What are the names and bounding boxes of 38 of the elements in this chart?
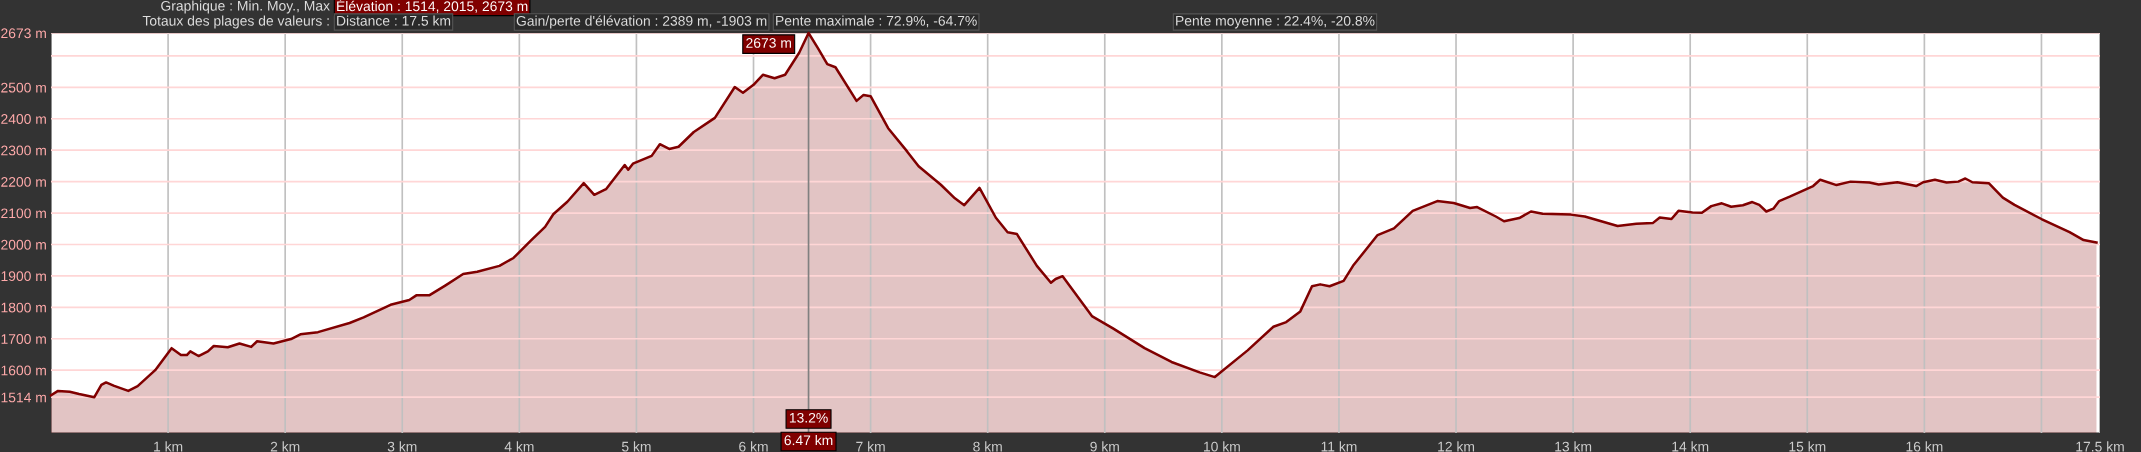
y-tick-label: 2000 m [1,239,46,250]
x-tick-label: 11 km [1321,441,1357,452]
text: Distance : 17.5 km [337,15,451,26]
y-tick-label: 2300 m [1,145,46,156]
x-tick-label: 12 km [1438,441,1475,452]
text: Pente maximale : 72.9%, -64.7% [776,15,977,28]
x-tick-label: 2 km [270,441,300,452]
x-tick-label: 4 km [504,441,534,452]
y-tick-label: 1800 m [1,302,46,313]
x-tick-label: 14 km [1672,441,1709,452]
y-tick-label: 1900 m [1,271,46,282]
chart-title: Graphique : Min. Moy., Max [161,0,330,14]
y-tick-label: 1514 m [1,392,46,403]
x-tick-label: 16 km [1906,441,1943,452]
text: Gain/perte d'élévation : 2389 m, -1903 m [516,15,767,29]
x-tick-label: 6 km [739,441,768,452]
annotation: 2673 m [746,38,791,48]
x-tick-label: 13 km [1555,441,1592,452]
y-tick-label: 1600 m [1,365,46,376]
x-tick-label: 8 km [973,441,1002,452]
x-tick-label: 17.5 km [2076,441,2124,452]
x-tick-label: 1 km [154,441,183,452]
x-tick-label: 15 km [1789,441,1826,452]
y-tick-label: 2100 m [1,208,46,219]
y-tick-label: 2673 m [1,28,46,39]
x-tick-label: 9 km [1090,441,1119,452]
x-tick-label: 3 km [387,441,417,452]
y-tick-label: 2400 m [1,114,46,124]
x-tick-label: 5 km [621,441,651,452]
annotation: 13.2% [789,412,828,423]
x-tick-label: 7 km [856,441,885,452]
text: Totaux des plages de valeurs : [142,15,329,29]
y-tick-label: 2500 m [1,82,46,93]
x-tick-label: 10 km [1204,441,1240,452]
y-tick-label: 2200 m [1,176,46,187]
ref-line-label: 6.47 km [784,435,833,446]
text: Pente moyenne : 22.4%, -20.8% [1176,15,1375,29]
y-tick-label: 1700 m [1,334,46,344]
